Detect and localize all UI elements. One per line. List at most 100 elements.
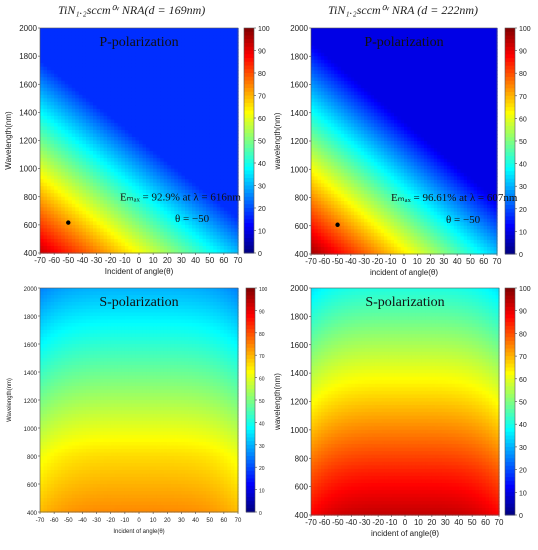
heat-cell <box>354 137 359 142</box>
heat-cell <box>347 28 352 33</box>
heat-cell <box>230 115 236 121</box>
heat-cell <box>156 235 161 240</box>
heat-cell <box>174 189 179 194</box>
heat-cell <box>174 144 179 149</box>
heat-cell <box>68 210 73 215</box>
heat-cell <box>234 189 239 194</box>
heat-cell <box>71 242 76 247</box>
heat-cell <box>209 189 214 194</box>
heat-cell <box>337 183 342 188</box>
heat-cell <box>320 42 325 47</box>
heat-cell <box>68 242 73 247</box>
heat-cell <box>117 77 122 82</box>
heat-cell <box>311 179 315 184</box>
heat-cell <box>142 165 147 170</box>
heat-cell <box>177 87 183 92</box>
heat-cell <box>357 211 362 216</box>
heat-cell <box>160 186 165 191</box>
heat-cell <box>96 179 101 184</box>
heat-cell <box>174 91 179 96</box>
heat-cell <box>220 84 225 89</box>
heat-cell <box>324 211 329 216</box>
heat-cell <box>234 172 239 177</box>
heat-cell <box>220 94 225 99</box>
heat-cell <box>68 126 73 131</box>
heat-cell <box>153 70 158 75</box>
heat-cell <box>128 165 133 170</box>
heat-cell <box>213 249 218 254</box>
heat-cell <box>57 207 62 212</box>
heat-cell <box>64 122 69 128</box>
heat-cell <box>327 208 332 213</box>
heat-cell <box>314 42 319 47</box>
heat-cell <box>174 203 179 208</box>
heat-cell <box>121 126 126 131</box>
heat-cell <box>40 38 45 43</box>
heat-cell <box>195 242 200 247</box>
heat-cell <box>360 116 365 121</box>
heat-cell <box>340 66 345 71</box>
heat-cell <box>114 154 119 159</box>
heat-cell <box>139 31 144 36</box>
heat-cell <box>89 158 94 163</box>
heat-cell <box>192 101 197 106</box>
heat-cell <box>75 126 80 131</box>
heat-cell <box>357 80 362 86</box>
heat-cell <box>188 151 193 156</box>
heat-cell <box>337 229 342 234</box>
heat-cell <box>135 193 140 198</box>
heat-cell <box>40 98 45 103</box>
heat-cell <box>181 175 186 180</box>
heat-cell <box>334 102 339 107</box>
heat-cell <box>350 239 355 245</box>
heat-cell <box>117 122 122 128</box>
heat-cell <box>170 38 175 43</box>
heat-cell <box>181 196 186 201</box>
heat-cell <box>107 242 112 247</box>
heat-cell <box>364 148 369 153</box>
heat-cell <box>89 133 94 138</box>
heat-cell <box>167 172 172 177</box>
heat-cell <box>170 56 175 61</box>
heat-cell <box>311 63 315 68</box>
heat-cell <box>199 126 204 131</box>
heat-cell <box>340 186 345 192</box>
heat-cell <box>85 168 91 173</box>
heat-cell <box>160 129 165 135</box>
heat-cell <box>68 179 73 184</box>
colorbar-segment <box>244 99 254 104</box>
heat-cell <box>142 122 147 128</box>
heat-cell <box>311 158 315 163</box>
heat-cell <box>216 80 221 85</box>
heat-cell <box>174 80 179 85</box>
heat-cell <box>206 105 211 110</box>
heat-cell <box>135 224 140 229</box>
heat-cell <box>85 31 91 36</box>
heat-cell <box>230 151 236 156</box>
heat-cell <box>139 245 144 251</box>
heat-cell <box>135 59 140 64</box>
heat-cell <box>327 126 332 132</box>
heat-cell <box>153 84 158 89</box>
heat-cell <box>75 165 80 170</box>
heat-cell <box>220 168 225 173</box>
heat-cell <box>114 172 119 177</box>
heat-cell <box>89 49 94 54</box>
heat-cell <box>199 63 204 68</box>
heat-cell <box>128 115 133 121</box>
heat-cell <box>350 144 355 149</box>
heat-cell <box>93 119 98 124</box>
heat-cell <box>146 87 151 92</box>
heat-cell <box>142 235 147 240</box>
heat-cell <box>370 183 375 188</box>
heat-cell <box>47 136 52 142</box>
heat-cell <box>78 193 84 198</box>
heat-cell <box>354 42 359 47</box>
heat-cell <box>149 119 154 124</box>
heat-cell <box>334 98 339 103</box>
heat-cell <box>170 238 175 244</box>
heat-cell <box>89 210 94 215</box>
heat-cell <box>75 217 80 222</box>
heat-cell <box>142 214 147 219</box>
heat-cell <box>195 200 200 205</box>
